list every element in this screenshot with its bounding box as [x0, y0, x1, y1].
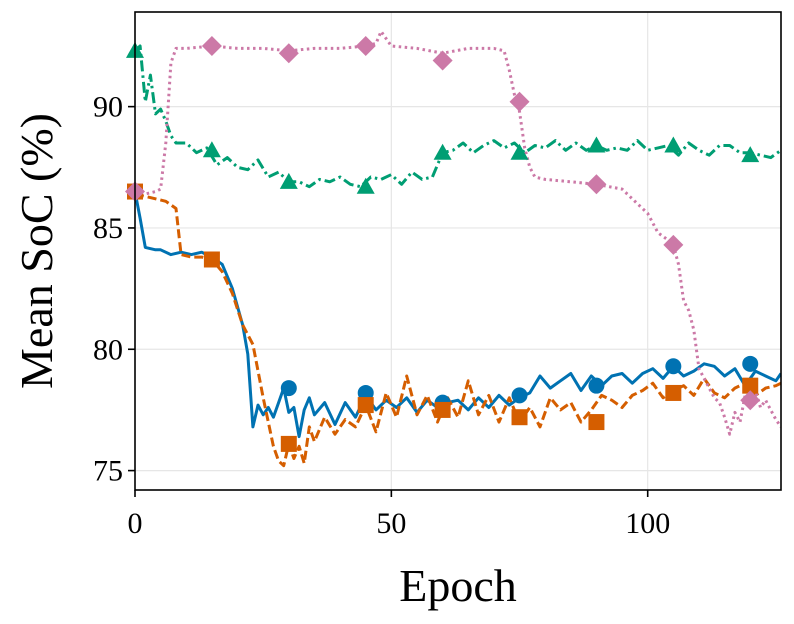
series-green-triangle-marker	[433, 143, 452, 160]
series-green-triangle-marker	[587, 136, 606, 153]
series-pink-diamond-marker	[278, 43, 299, 64]
x-tick-label: 50	[376, 507, 406, 540]
series-pink-diamond-marker	[586, 174, 607, 195]
series-green-triangle-marker	[279, 172, 298, 189]
series-blue-circle-marker	[588, 377, 605, 394]
series-blue-circle-marker	[742, 355, 759, 372]
series-orange-square-marker	[434, 401, 451, 418]
series-green-triangle-line	[135, 44, 781, 189]
series-blue-circle-marker	[511, 387, 528, 404]
series-orange-square-marker	[588, 414, 605, 431]
x-tick-label: 100	[625, 507, 670, 540]
y-axis-title: Mean SoC (%)	[11, 113, 62, 389]
series-green-triangle-marker	[510, 143, 529, 160]
series-orange-square-marker	[203, 251, 220, 268]
series-orange-square-marker	[511, 409, 528, 426]
series-green-triangle-marker	[202, 141, 221, 158]
y-tick-label: 85	[93, 212, 123, 245]
plot-frame	[134, 11, 782, 491]
series-green-triangle-marker	[356, 177, 375, 194]
series-orange-square-line	[135, 192, 781, 468]
ticks: 0 50 100 75 80 85 90	[93, 91, 670, 540]
series-orange-square-marker	[280, 435, 297, 452]
marker-layer	[125, 35, 761, 452]
y-tick-label: 75	[93, 455, 123, 488]
grid	[134, 12, 781, 490]
series-pink-diamond-marker	[509, 91, 530, 112]
series-pink-diamond-marker	[663, 234, 684, 255]
x-axis-title: Epoch	[399, 560, 517, 611]
series-pink-diamond-marker	[432, 50, 453, 71]
series-blue-circle-marker	[665, 358, 682, 375]
series-pink-diamond-line	[135, 29, 781, 436]
series-layer	[135, 29, 781, 468]
series-pink-diamond-marker	[355, 35, 376, 56]
y-tick-label: 80	[93, 333, 123, 366]
series-blue-circle-marker	[357, 384, 374, 401]
series-orange-square-marker	[742, 377, 759, 394]
series-pink-diamond-marker	[740, 390, 761, 411]
series-green-triangle-marker	[741, 146, 760, 163]
series-orange-square-marker	[665, 384, 682, 401]
y-tick-label: 90	[93, 91, 123, 124]
series-orange-square-marker	[357, 397, 374, 414]
x-tick-label: 0	[128, 507, 143, 540]
series-green-triangle-marker	[664, 136, 683, 153]
series-blue-circle-marker	[280, 380, 297, 397]
series-pink-diamond-marker	[201, 35, 222, 56]
